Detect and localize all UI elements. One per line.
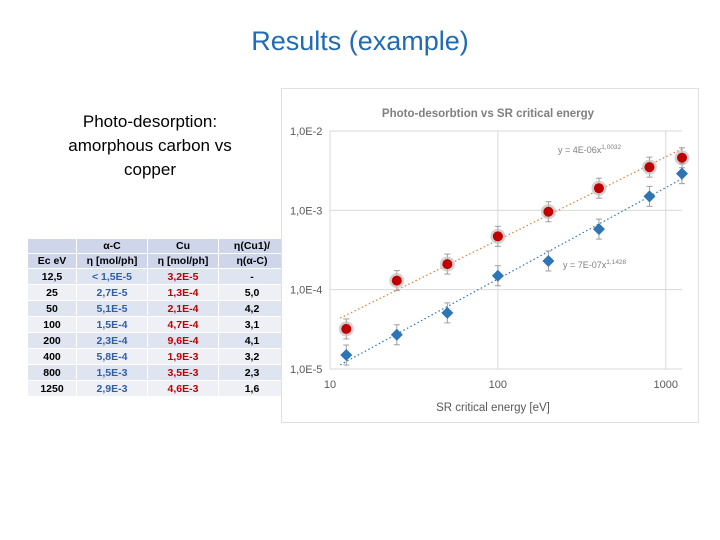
- table-cell: 4,7E-4: [147, 316, 219, 333]
- table-cell: 25: [27, 284, 77, 301]
- table-cell: 2,1E-4: [147, 300, 219, 317]
- cu-point: [644, 162, 655, 173]
- table-cell: 12,5: [27, 268, 77, 285]
- grid: [329, 130, 682, 370]
- table-body: α-C Cu η(Cu1)/ Ec eV η [mol/ph] η [mol/p…: [27, 238, 286, 397]
- table-cell: 1250: [27, 380, 77, 397]
- table-header-cell: α-C: [76, 238, 148, 254]
- table-cell: 800: [27, 364, 77, 381]
- table-cell: 4,6E-3: [147, 380, 219, 397]
- table-cell: 2,9E-3: [76, 380, 148, 397]
- table-row: 1250 2,9E-3 4,6E-3 1,6: [27, 380, 286, 397]
- table-cell: 1,3E-4: [147, 284, 219, 301]
- y-tick-label: 1,0E-2: [290, 126, 322, 138]
- ac-point: [491, 269, 504, 282]
- ac-point: [676, 167, 688, 180]
- chart-frame: Photo-desorbtion vs SR critical energy S…: [281, 88, 699, 423]
- slide-title: Results (example): [251, 26, 469, 56]
- table-cell: 1,6: [218, 380, 286, 397]
- cu-point: [492, 231, 503, 242]
- table-header-cell: η(Cu1)/: [218, 238, 286, 254]
- table-header-row: Ec eV η [mol/ph] η [mol/ph] η(α-C): [27, 253, 286, 269]
- trendline: [339, 148, 683, 319]
- ac-point: [643, 190, 656, 203]
- table-header-cell: η [mol/ph]: [76, 253, 148, 269]
- table-cell: 3,1: [218, 316, 286, 333]
- table-cell: 100: [27, 316, 77, 333]
- trendlines: [339, 148, 683, 366]
- table-cell: 200: [27, 332, 77, 349]
- table-cell: 2,3E-4: [76, 332, 148, 349]
- cu-point: [677, 152, 687, 163]
- table-header-cell: η [mol/ph]: [147, 253, 219, 269]
- table-header-cell: Ec eV: [27, 253, 77, 269]
- table-header-row: α-C Cu η(Cu1)/: [27, 238, 286, 254]
- table-cell: 5,1E-5: [76, 300, 148, 317]
- x-tick-label: 1000: [653, 379, 677, 391]
- table-row: 12,5 < 1,5E-5 3,2E-5-: [27, 268, 286, 285]
- desorption-table: α-C Cu η(Cu1)/ Ec eV η [mol/ph] η [mol/p…: [27, 238, 286, 397]
- chart-title: Photo-desorbtion vs SR critical energy: [382, 108, 595, 120]
- table-header-cell: [27, 238, 77, 254]
- ac-point: [390, 328, 403, 341]
- data-points: [338, 147, 690, 366]
- table-cell: 1,9E-3: [147, 348, 219, 365]
- trendline-exponent: 1,0032: [601, 144, 621, 151]
- trendline-equation: y = 4E-06x1,0032: [558, 144, 622, 155]
- table-cell: 50: [27, 300, 77, 317]
- table-row: 400 5,8E-4 1,9E-3 3,2: [27, 348, 286, 365]
- ac-point: [340, 349, 353, 362]
- table-row: 100 1,5E-4 4,7E-4 3,1: [27, 316, 286, 333]
- cu-point: [442, 259, 453, 270]
- table-cell: -: [218, 268, 286, 285]
- table-cell: 3,5E-3: [147, 364, 219, 381]
- table-row: 25 2,7E-5 1,3E-4 5,0: [27, 284, 286, 301]
- table-row: 800 1,5E-3 3,5E-3 2,3: [27, 364, 286, 381]
- table-cell: 2,7E-5: [76, 284, 148, 301]
- trendline-labels: y = 4E-06x1,0032 y = 7E-07x1,1428: [558, 144, 627, 270]
- trendline-exponent: 1,1428: [606, 259, 626, 266]
- table-row: 50 5,1E-5 2,1E-4 4,2: [27, 300, 286, 317]
- table-cell: 9,6E-4: [147, 332, 219, 349]
- table-header-cell: η(α-C): [218, 253, 286, 269]
- tick-labels: 1,0E-5 1,0E-4 1,0E-3 1,0E-2 10 100 1000: [290, 126, 678, 391]
- y-tick-label: 1,0E-3: [290, 205, 322, 217]
- table-cell: 3,2: [218, 348, 286, 365]
- cu-point: [391, 275, 402, 286]
- trendline-equation: y = 7E-07x1,1428: [563, 259, 627, 270]
- cu-point: [543, 206, 554, 217]
- table-cell: 5,8E-4: [76, 348, 148, 365]
- cu-point: [593, 183, 604, 194]
- y-tick-label: 1,0E-4: [290, 285, 322, 297]
- trendline: [339, 178, 683, 366]
- slide-subtitle: Photo-desorption: amorphous carbon vs co…: [68, 112, 232, 179]
- table-cell: < 1,5E-5: [76, 268, 148, 285]
- ac-point: [592, 223, 605, 236]
- table-cell: 1,5E-4: [76, 316, 148, 333]
- x-axis-label: SR critical energy [eV]: [436, 402, 550, 414]
- table-cell: 400: [27, 348, 77, 365]
- table-cell: 2,3: [218, 364, 286, 381]
- table-cell: 5,0: [218, 284, 286, 301]
- table-cell: 4,2: [218, 300, 286, 317]
- x-tick-label: 100: [489, 379, 507, 391]
- ac-point: [441, 306, 454, 319]
- table-header-cell: Cu: [147, 238, 219, 254]
- table-row: 200 2,3E-4 9,6E-4 4,1: [27, 332, 286, 349]
- table-cell: 4,1: [218, 332, 286, 349]
- y-tick-label: 1,0E-5: [290, 364, 322, 376]
- table-cell: 3,2E-5: [147, 268, 219, 285]
- table-cell: 1,5E-3: [76, 364, 148, 381]
- desorption-chart: Photo-desorbtion vs SR critical energy S…: [290, 108, 690, 414]
- cu-point: [341, 323, 352, 334]
- ac-point: [542, 254, 555, 267]
- x-tick-label: 10: [324, 379, 336, 391]
